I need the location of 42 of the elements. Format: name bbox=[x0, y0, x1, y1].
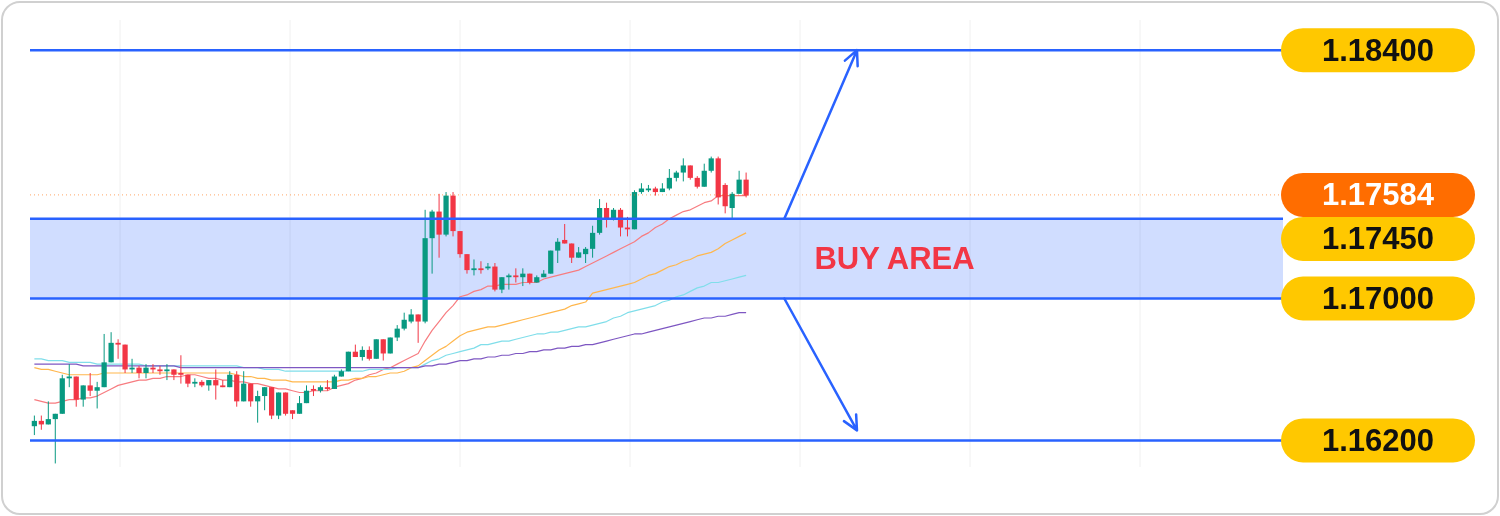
y-tick-label: 1.17000 bbox=[1321, 280, 1435, 316]
candlestick bbox=[136, 365, 142, 379]
candlestick bbox=[87, 372, 93, 397]
candlestick bbox=[478, 260, 484, 275]
candlestick bbox=[262, 386, 268, 411]
candlestick bbox=[241, 370, 247, 402]
candlestick bbox=[464, 253, 470, 275]
candlestick bbox=[373, 338, 379, 360]
candlestick bbox=[157, 365, 163, 376]
candlestick bbox=[736, 170, 742, 195]
candlestick bbox=[115, 338, 121, 360]
ref-line-label: 1.17584 bbox=[1321, 177, 1435, 213]
candlestick bbox=[506, 273, 512, 291]
candlestick bbox=[73, 376, 79, 408]
candlestick bbox=[457, 230, 463, 259]
candlestick bbox=[108, 331, 114, 363]
ref-line-label: 1.17450 bbox=[1321, 221, 1435, 257]
candlestick bbox=[164, 363, 170, 381]
y-tick-label: 1.16200 bbox=[1321, 422, 1435, 458]
candlestick bbox=[80, 384, 86, 408]
candlestick bbox=[492, 262, 498, 292]
candlestick bbox=[701, 163, 707, 188]
candlestick bbox=[471, 258, 477, 276]
candlestick bbox=[513, 267, 519, 284]
y-tick-label: 1.18400 bbox=[1321, 32, 1435, 68]
candlestick bbox=[729, 191, 735, 220]
band-label: BUY AREA bbox=[814, 241, 975, 277]
candlestick bbox=[436, 193, 442, 259]
candlestick bbox=[722, 182, 728, 214]
candlestick bbox=[143, 363, 149, 379]
candlestick bbox=[380, 338, 386, 362]
candlestick bbox=[562, 223, 568, 244]
candlestick bbox=[589, 225, 596, 259]
candlestick bbox=[192, 377, 198, 388]
line-series bbox=[33, 274, 747, 372]
candlestick bbox=[666, 168, 672, 191]
candlestick bbox=[415, 313, 421, 344]
candlestick bbox=[743, 172, 749, 198]
candlestick bbox=[555, 237, 561, 264]
candlestick bbox=[680, 157, 686, 182]
candlestick bbox=[94, 381, 100, 409]
candlestick bbox=[275, 392, 282, 420]
